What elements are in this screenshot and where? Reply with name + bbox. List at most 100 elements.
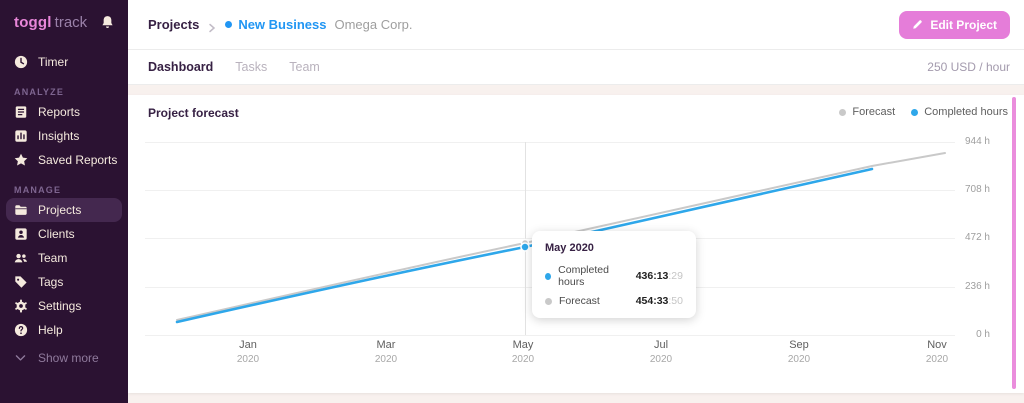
sidebar-item-insights[interactable]: Insights [0,124,128,148]
breadcrumb-client-name: Omega Corp. [334,17,413,32]
x-axis-tick: Mar 2020 [354,339,418,365]
section-manage: MANAGE [14,185,62,195]
x-tick-month: Nov [927,339,947,351]
x-tick-year: 2020 [649,354,673,365]
hover-crosshair-line [525,142,526,335]
sidebar-show-more[interactable]: Show more [0,346,128,370]
tooltip-value-main: 436:13 [635,270,669,282]
tooltip-label: Forecast [559,295,600,307]
legend-forecast[interactable]: Forecast [839,106,895,118]
sidebar-item-clients[interactable]: Clients [0,222,128,246]
y-axis-tick: 236 h [964,281,990,292]
y-axis-tick: 0 h [976,329,990,340]
document-icon [14,105,28,119]
sidebar-item-timer[interactable]: Timer [0,50,128,74]
gridline [145,142,955,143]
tooltip-title: May 2020 [545,242,594,254]
billable-rate: 250 USD / hour [927,60,1010,74]
tooltip-value-main: 454:33 [635,295,669,307]
chart-tooltip: May 2020 Completed hours 436:13:29 Forec… [532,231,696,318]
sidebar-item-projects[interactable]: Projects [6,198,122,222]
help-icon [14,323,28,337]
toggl-logo[interactable]: toggl [14,13,52,31]
sidebar-item-label: Show more [38,351,99,365]
x-tick-year: 2020 [511,354,535,365]
tooltip-value: 454:33:50 [636,295,683,307]
forecast-dot-icon [839,108,847,116]
x-axis-tick: Nov 2020 [905,339,969,365]
x-tick-year: 2020 [787,354,811,365]
completed-hours-line [175,167,874,324]
project-forecast-card: Project forecast Forecast Completed hour… [128,95,1024,393]
breadcrumb-project-name[interactable]: New Business [238,17,327,32]
main-area: Projects New Business Omega Corp. Edit P… [128,0,1024,403]
sidebar-item-reports[interactable]: Reports [0,100,128,124]
sidebar-item-label: Help [38,323,63,337]
x-axis-tick: Sep 2020 [767,339,831,365]
tooltip-row-completed: Completed hours 436:13:29 [545,264,683,288]
gridline [145,335,955,336]
sidebar-item-saved-reports[interactable]: Saved Reports [0,148,128,172]
breadcrumb-projects[interactable]: Projects [148,17,200,32]
y-axis-tick: 472 h [964,232,990,243]
chevron-down-icon [14,351,28,365]
chart-legend: Forecast Completed hours [839,106,1008,118]
x-axis-tick: Jan 2020 [216,339,280,365]
tooltip-value-seconds: :50 [668,295,683,307]
sidebar-item-settings[interactable]: Settings [0,294,128,318]
x-tick-year: 2020 [925,354,949,365]
logo-row: toggl track [0,0,128,44]
tab-dashboard[interactable]: Dashboard [148,60,214,74]
legend-label: Forecast [852,106,896,118]
forecast-line [176,152,946,321]
sidebar-item-label: Clients [38,227,75,241]
folder-icon [14,203,28,217]
x-tick-month: Mar [376,339,396,351]
tooltip-label: Completed hours [558,264,609,288]
sidebar-item-help[interactable]: Help [0,318,128,342]
edit-project-button[interactable]: Edit Project [899,10,1010,39]
sidebar-item-label: Tags [38,275,64,289]
legend-completed-hours[interactable]: Completed hours [911,106,1008,118]
x-tick-year: 2020 [236,354,260,365]
tooltip-value-seconds: :29 [668,270,683,282]
sidebar-item-label: Insights [38,129,80,143]
sidebar-nav: Timer ANALYZE Reports Insights Saved Rep… [0,44,128,370]
vertical-scrollbar[interactable] [1012,97,1016,389]
clock-icon [14,55,28,69]
sidebar-item-label: Team [38,251,68,265]
sidebar-item-label: Timer [38,55,69,69]
x-tick-month: Jul [653,339,669,351]
completed-point-may [520,242,530,252]
sidebar: toggl track Timer ANALYZE Reports Insigh… [0,0,128,403]
x-tick-year: 2020 [374,354,398,365]
bell-icon[interactable] [100,15,115,30]
edit-project-label: Edit Project [930,17,997,32]
completed-dot-icon [911,108,919,116]
tag-icon [14,275,28,289]
tooltip-row-forecast: Forecast 454:33:50 [545,295,683,307]
section-analyze: ANALYZE [14,87,65,97]
sidebar-item-label: Saved Reports [38,153,118,167]
x-axis-tick: Jul 2020 [629,339,693,365]
tab-team[interactable]: Team [289,60,320,74]
project-color-dot [225,21,233,28]
sidebar-item-label: Settings [38,299,82,313]
x-axis-tick: May 2020 [491,339,555,365]
gridline [145,190,955,191]
x-tick-month: Sep [789,339,809,351]
toggl-logo-track: track [54,13,88,31]
sidebar-item-team[interactable]: Team [0,246,128,270]
page-header: Projects New Business Omega Corp. Edit P… [128,0,1024,50]
sidebar-item-tags[interactable]: Tags [0,270,128,294]
tooltip-value: 436:13:29 [636,270,683,282]
sidebar-item-label: Reports [38,105,81,119]
y-axis-tick: 708 h [964,184,990,195]
client-card-icon [14,227,28,241]
team-icon [14,251,28,265]
tab-tasks[interactable]: Tasks [235,60,268,74]
insights-chart-icon [14,129,28,143]
y-axis-tick: 944 h [964,136,990,147]
forecast-line-chart [175,152,946,324]
pencil-icon [912,19,923,30]
